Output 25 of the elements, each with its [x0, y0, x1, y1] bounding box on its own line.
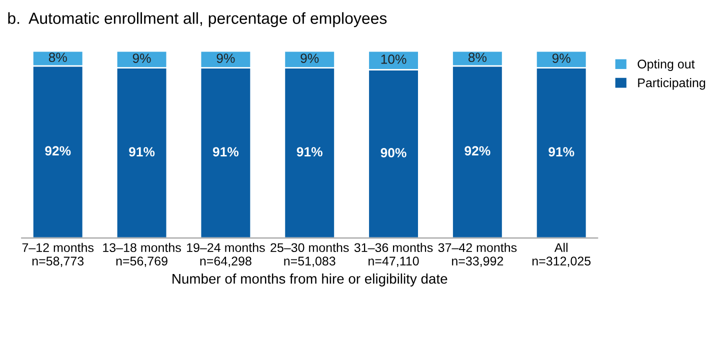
- data-label: 10%: [381, 54, 406, 64]
- data-label: 91%: [296, 147, 322, 156]
- data-label: 8%: [48, 52, 67, 62]
- data-label: 91%: [212, 147, 239, 156]
- data-label: 9%: [552, 54, 570, 63]
- data-label: 9%: [300, 54, 319, 63]
- data-label: 8%: [468, 52, 486, 62]
- legend-label: Opting out: [638, 59, 695, 71]
- x-tick-label: 19–24 months n=64,298: [187, 242, 265, 267]
- data-label: 91%: [129, 147, 155, 156]
- data-label: 92%: [464, 146, 490, 156]
- legend-label: Participating: [638, 78, 706, 90]
- x-tick-label: 7–12 months n=58,773: [22, 242, 94, 267]
- data-label: 90%: [380, 148, 406, 158]
- data-label: 9%: [216, 54, 235, 63]
- x-tick-label: All n=312,025: [532, 242, 591, 267]
- data-label: 9%: [132, 54, 151, 63]
- chart-title: b. Automatic enrollment all, percentage of employees: [8, 12, 387, 28]
- x-tick-label: 13–18 months n=56,769: [103, 242, 181, 267]
- x-tick-label: 31–36 months n=47,110: [354, 242, 433, 267]
- x-axis-title: Number of months from hire or eligibility date: [172, 274, 448, 286]
- x-tick-label: 37–42 months n=33,992: [438, 242, 517, 267]
- data-label: 91%: [548, 147, 574, 156]
- data-label: 92%: [45, 146, 71, 156]
- x-tick-label: 25–30 months n=51,083: [270, 242, 349, 267]
